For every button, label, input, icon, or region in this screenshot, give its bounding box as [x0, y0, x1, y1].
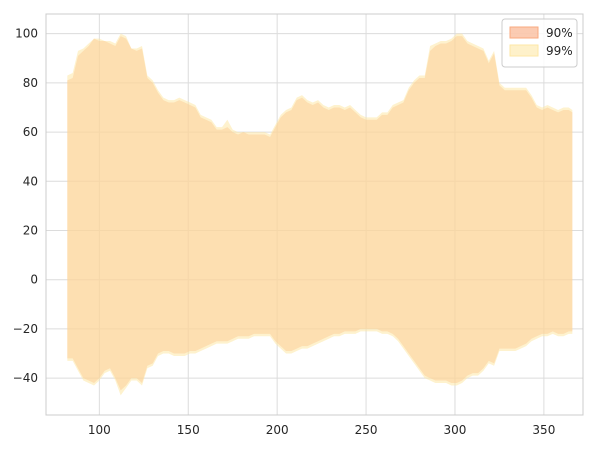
legend-label-90: 90%	[546, 26, 573, 40]
area-band-99pct	[67, 33, 573, 396]
y-tick-label: 80	[23, 76, 38, 90]
legend-label-99: 99%	[546, 44, 573, 58]
y-axis-ticks: −40 −20 0 20 40 60 80 100	[13, 27, 38, 385]
x-tick-label: 150	[177, 423, 200, 437]
x-tick-label: 100	[88, 423, 111, 437]
legend: 90% 99%	[501, 18, 578, 68]
y-tick-label: 60	[23, 125, 38, 139]
x-axis-ticks: 100 150 200 250 300 350	[88, 423, 555, 437]
y-tick-label: 0	[30, 273, 38, 287]
plot-frame	[45, 13, 584, 416]
y-tick-label: 40	[23, 174, 38, 188]
legend-swatch-99	[509, 44, 539, 57]
x-tick-label: 350	[532, 423, 555, 437]
x-tick-label: 300	[444, 423, 467, 437]
y-tick-label: 20	[23, 223, 38, 237]
y-tick-label: −40	[13, 371, 38, 385]
x-tick-label: 250	[355, 423, 378, 437]
y-tick-label: −20	[13, 322, 38, 336]
area-series-group	[67, 33, 573, 396]
x-tick-label: 200	[266, 423, 289, 437]
y-tick-label: 100	[15, 27, 38, 41]
legend-swatch-90	[509, 26, 539, 39]
